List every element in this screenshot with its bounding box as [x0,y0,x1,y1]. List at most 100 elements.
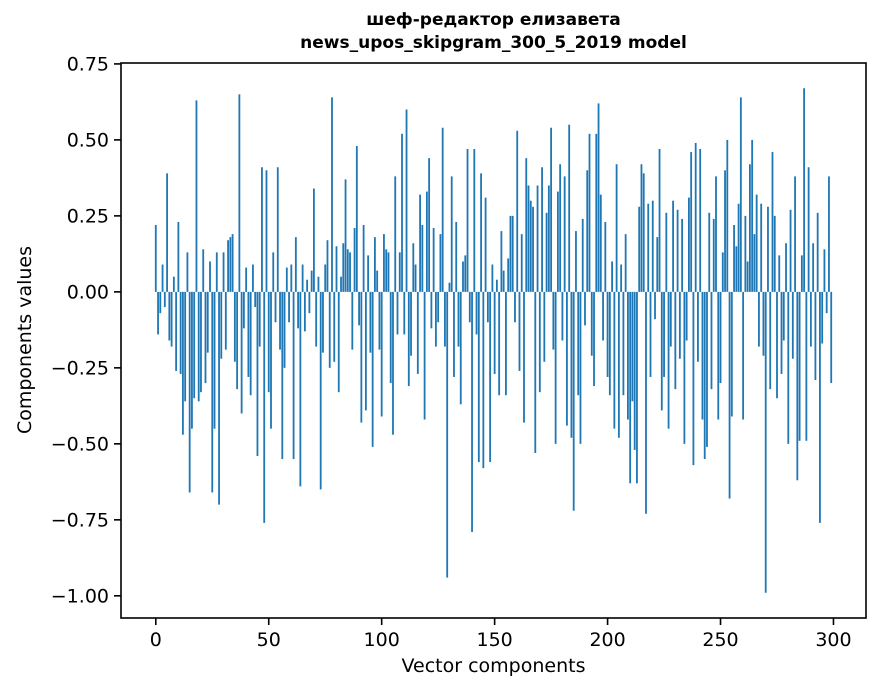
bar [658,149,661,292]
bar [581,218,584,292]
bar [769,291,772,390]
bar [525,158,528,292]
bar [322,291,324,353]
bar [742,291,745,420]
bar [231,234,234,292]
bar [744,215,747,292]
bar [471,291,473,532]
bar [224,291,227,350]
bar [405,109,408,292]
bar [735,246,738,292]
bar [493,291,496,374]
bar [785,243,787,292]
bar [448,282,451,292]
bar [303,291,306,332]
bar [256,291,259,456]
bar [374,237,376,292]
bar [342,243,345,292]
bar [703,291,706,460]
bar [371,291,374,447]
bar [733,225,735,292]
bar [317,276,320,292]
bar [186,252,189,292]
bar [437,291,440,323]
bar [486,291,489,323]
bar [328,291,331,368]
bar [502,270,505,292]
bar [669,291,672,347]
bar [462,261,464,292]
bar [746,261,749,292]
bar [252,264,254,292]
bar [410,291,412,356]
bar [279,291,281,350]
bar [554,291,557,444]
bar [346,249,349,292]
bar [674,291,677,390]
bar [457,291,460,347]
y-axis-label: Components values [14,245,36,435]
bar [737,203,740,292]
bar [184,291,187,402]
bar [416,291,419,374]
bar [403,291,406,335]
bar [538,291,541,393]
bar [306,279,309,292]
bar [597,103,600,292]
bar [640,164,643,292]
y-tick-label: 0.75 [67,53,109,75]
bar [550,127,553,292]
bar [787,291,790,444]
bar [310,270,313,292]
bar [543,291,546,362]
bar [335,246,338,292]
bar [764,291,767,593]
bar [362,225,365,292]
bar [326,240,329,292]
bar [728,291,731,499]
bar [215,252,218,292]
bar [638,206,641,292]
bar [518,291,521,371]
bar [491,264,494,292]
bar [337,291,340,393]
bar [444,291,446,347]
bar [590,291,593,356]
bar [667,291,670,429]
bar [249,291,252,396]
bar [396,291,399,335]
bar [387,252,390,292]
bar [642,173,645,292]
bar [529,200,532,292]
bar [245,267,248,292]
bar [489,291,492,463]
bar [547,185,550,292]
bar [584,291,586,326]
chart-title-line1: шеф-редактор елизавета [366,10,621,30]
bar [697,291,699,362]
bar [466,149,469,292]
bar [516,130,519,292]
bar [649,291,652,377]
bar [500,231,503,292]
bar [717,291,720,420]
bar [258,291,261,347]
y-tick-label: −0.75 [51,509,109,531]
bar [520,234,523,292]
bar [636,291,638,484]
x-tick-label: 0 [150,629,162,651]
bar [195,100,198,292]
bar [760,203,763,292]
bar [369,291,372,353]
bar [398,252,401,292]
bar [514,291,516,323]
bar [566,291,568,426]
bar [197,291,200,402]
bar [627,291,629,420]
bar [220,291,223,359]
bar [595,133,598,292]
bar [265,170,268,292]
bar [240,291,243,414]
bar [453,291,455,377]
